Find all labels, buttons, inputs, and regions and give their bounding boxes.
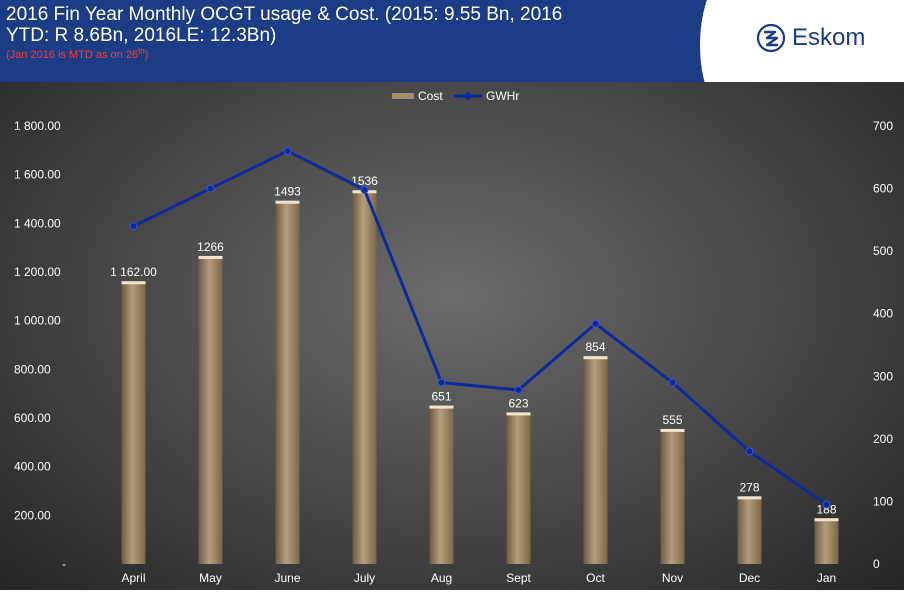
cost-bar — [737, 496, 762, 564]
eskom-logo: Eskom — [755, 22, 865, 54]
x-axis-tick-label: April — [121, 571, 145, 585]
legend-cost-swatch — [392, 93, 414, 99]
left-axis-tick-label: - — [62, 557, 66, 571]
left-axis-tick-label: 1 800.00 — [14, 119, 61, 133]
cost-data-label: 555 — [662, 413, 682, 427]
gwhr-point — [437, 378, 446, 387]
gwhr-point — [206, 184, 215, 193]
cost-bar — [506, 412, 531, 564]
gwhr-point — [283, 147, 292, 156]
left-axis-tick-label: 1 400.00 — [14, 216, 61, 230]
gwhr-point — [822, 500, 831, 509]
left-axis-tick-label: 1 000.00 — [14, 314, 61, 328]
cost-bar — [121, 281, 146, 564]
title-line-2: YTD: R 8.6Bn, 2016LE: 12.3Bn) — [6, 25, 277, 46]
cost-data-label: 188 — [816, 502, 836, 516]
left-axis-tick-label: 600.00 — [14, 411, 51, 425]
gwhr-point — [745, 447, 754, 456]
cost-data-label: 1536 — [351, 174, 378, 188]
cost-bar — [275, 200, 300, 564]
header-banner: 2016 Fin Year Monthly OCGT usage & Cost.… — [0, 0, 904, 130]
gwhr-point — [129, 222, 138, 231]
logo-text: Eskom — [792, 24, 866, 51]
right-axis-tick-label: 400 — [873, 307, 893, 321]
left-axis: - 200.00 400.00 600.00 800.00 1 000.00 1 200.0… — [14, 119, 66, 571]
left-axis-tick-label: 400.00 — [14, 460, 51, 474]
right-axis-tick-label: 100 — [873, 494, 893, 508]
cost-bar — [429, 405, 454, 564]
x-axis-tick-label: Aug — [431, 571, 452, 585]
cost-bars: 1 162.00 1266 1493 1536 651 623 854 555 278 188 — [110, 174, 839, 564]
title-line-1: 2016 Fin Year Monthly OCGT usage & Cost.… — [6, 4, 563, 25]
chart-legend: Cost GWHr — [392, 89, 519, 103]
left-axis-tick-label: 1 200.00 — [14, 265, 61, 279]
right-axis-tick-label: 300 — [873, 369, 893, 383]
x-axis-tick-label: June — [274, 571, 300, 585]
gwhr-line-path — [132, 149, 828, 506]
right-axis-tick-label: 200 — [873, 432, 893, 446]
cost-bar-cap — [814, 518, 839, 522]
cost-bar-cap — [121, 281, 146, 285]
cost-data-label: 1493 — [274, 185, 301, 199]
cost-bar — [198, 255, 223, 564]
left-axis-tick-label: 800.00 — [14, 362, 51, 376]
legend-gwhr-marker — [464, 92, 472, 100]
gwhr-point — [591, 319, 600, 328]
cost-bar-cap — [737, 496, 762, 500]
x-axis-tick-label: May — [199, 571, 222, 585]
right-axis-tick-label: 600 — [873, 182, 893, 196]
subtitle-note: (Jan 2016 is MTD as on 26th) — [6, 46, 149, 61]
cost-bar — [583, 356, 608, 564]
combo-chart: Cost GWHr - 200.00 400.00 600.00 800.00 1 000.… — [14, 89, 893, 585]
header-band — [0, 0, 740, 82]
x-axis-tick-label: Dec — [739, 571, 760, 585]
cost-data-label: 1266 — [197, 240, 224, 254]
right-axis-tick-label: 700 — [873, 119, 893, 133]
gwhr-point — [360, 185, 369, 194]
cost-bar — [814, 518, 839, 564]
left-axis-tick-label: 200.00 — [14, 508, 51, 522]
gwhr-point — [514, 386, 523, 395]
left-axis-tick-label: 1 600.00 — [14, 168, 61, 182]
right-axis-tick-label: 500 — [873, 244, 893, 258]
cost-bar — [660, 428, 685, 564]
cost-bar-cap — [275, 200, 300, 204]
legend-gwhr-label: GWHr — [486, 89, 519, 103]
cost-bar — [352, 190, 377, 564]
cost-data-label: 278 — [739, 480, 759, 494]
cost-bar-cap — [660, 428, 685, 432]
slide-title: 2016 Fin Year Monthly OCGT usage & Cost.… — [6, 4, 706, 46]
x-axis-tick-label: July — [354, 571, 375, 585]
x-axis-tick-label: Nov — [662, 571, 683, 585]
x-axis-tick-label: Sept — [506, 571, 531, 585]
x-axis-tick-label: Oct — [586, 571, 605, 585]
chart-area: Cost GWHr - 200.00 400.00 600.00 800.00 1 000.… — [0, 82, 904, 590]
gwhr-point — [668, 378, 677, 387]
cost-data-label: 1 162.00 — [110, 265, 157, 279]
eskom-logo-icon — [756, 23, 786, 53]
cost-bar-cap — [198, 255, 223, 259]
right-axis-tick-label: 0 — [873, 557, 880, 571]
subtitle-main: (Jan 2016 is MTD as on 26 — [6, 49, 139, 61]
subtitle-end: ) — [144, 49, 149, 61]
gwhr-line — [129, 147, 831, 509]
x-axis: April May June July Aug Sept Oct Nov Dec Jan — [121, 571, 836, 585]
right-axis: 0 100 200 300 400 500 600 700 — [873, 119, 893, 571]
cost-bar-cap — [429, 405, 454, 409]
cost-data-label: 854 — [585, 340, 605, 354]
cost-data-label: 623 — [508, 396, 528, 410]
legend-cost-label: Cost — [418, 89, 443, 103]
cost-bar-cap — [583, 356, 608, 360]
x-axis-tick-label: Jan — [817, 571, 836, 585]
cost-bar-cap — [506, 412, 531, 416]
subtitle-sup: th — [138, 46, 145, 56]
cost-data-label: 651 — [431, 390, 451, 404]
